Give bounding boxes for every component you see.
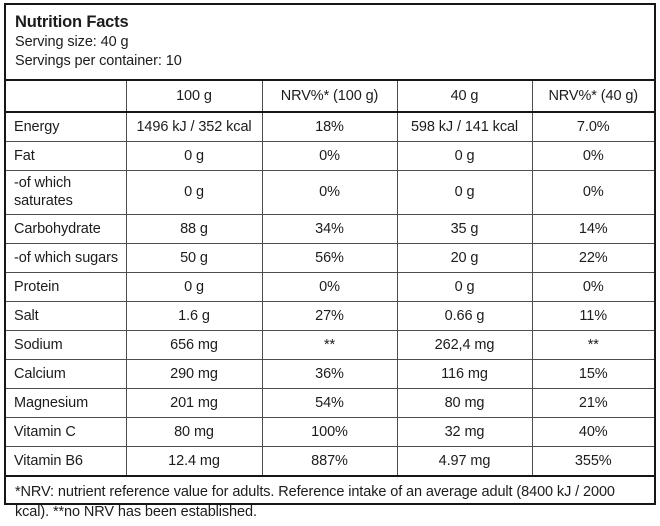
value-nrv-40g: 11% (531, 300, 654, 330)
value-nrv-40g: 0% (531, 271, 654, 301)
value-per-100g: 0 g (125, 271, 262, 301)
row-label: Calcium (6, 358, 126, 388)
row-label: Magnesium (6, 387, 126, 417)
serving-size: Serving size: 40 g (15, 34, 129, 50)
label-title: Nutrition Facts (15, 13, 129, 31)
value-nrv-40g: 355% (531, 445, 654, 475)
servings-per-container: Servings per container: 10 (15, 53, 182, 69)
value-nrv-40g: 22% (531, 242, 654, 272)
header-row: 100 g NRV%* (100 g) 40 g NRV%* (40 g) (6, 81, 654, 113)
value-nrv-100g: 27% (261, 300, 397, 330)
value-nrv-100g: 54% (261, 387, 397, 417)
value-nrv-40g: 21% (531, 387, 654, 417)
value-per-100g: 88 g (125, 213, 262, 243)
value-per-40g: 598 kJ / 141 kcal (396, 112, 532, 141)
value-per-40g: 20 g (396, 242, 532, 272)
value-nrv-40g: 0% (531, 169, 654, 214)
row-label: Sodium (6, 329, 126, 359)
title-block: Nutrition Facts Serving size: 40 g Servi… (6, 5, 654, 81)
nutrition-label: Nutrition Facts Serving size: 40 g Servi… (4, 3, 656, 520)
value-nrv-40g: 15% (531, 358, 654, 388)
row-label: Vitamin C (6, 416, 126, 446)
value-per-100g: 12.4 mg (125, 445, 262, 475)
value-nrv-100g: 36% (261, 358, 397, 388)
row-vitamin-b6: Vitamin B6 12.4 mg 887% 4.97 mg 355% (6, 445, 654, 475)
nrv-footnote: *NRV: nutrient reference value for adult… (6, 475, 654, 526)
value-nrv-40g: 0% (531, 140, 654, 170)
value-per-40g: 80 mg (396, 387, 532, 417)
value-per-40g: 32 mg (396, 416, 532, 446)
value-per-40g: 0 g (396, 169, 532, 214)
row-label: -of which saturates (6, 169, 126, 214)
value-per-100g: 0 g (125, 140, 262, 170)
value-per-100g: 201 mg (125, 387, 262, 417)
value-per-100g: 290 mg (125, 358, 262, 388)
row-magnesium: Magnesium 201 mg 54% 80 mg 21% (6, 387, 654, 417)
row-label: Fat (6, 140, 126, 170)
value-per-100g: 0 g (125, 169, 262, 214)
row-protein: Protein 0 g 0% 0 g 0% (6, 271, 654, 301)
value-per-40g: 0 g (396, 271, 532, 301)
value-nrv-100g: 0% (261, 271, 397, 301)
row-fat: Fat 0 g 0% 0 g 0% (6, 140, 654, 170)
value-per-100g: 1496 kJ / 352 kcal (125, 112, 262, 141)
value-nrv-100g: 18% (261, 112, 397, 141)
header-cell-100g: 100 g (125, 81, 262, 113)
value-per-40g: 0 g (396, 140, 532, 170)
value-per-100g: 656 mg (125, 329, 262, 359)
value-per-100g: 1.6 g (125, 300, 262, 330)
value-per-40g: 262,4 mg (396, 329, 532, 359)
value-per-40g: 4.97 mg (396, 445, 532, 475)
value-nrv-100g: 56% (261, 242, 397, 272)
header-cell-40g: 40 g (396, 81, 532, 113)
row-salt: Salt 1.6 g 27% 0.66 g 11% (6, 300, 654, 330)
row-carbohydrate: Carbohydrate 88 g 34% 35 g 14% (6, 213, 654, 243)
row-energy: Energy 1496 kJ / 352 kcal 18% 598 kJ / 1… (6, 112, 654, 141)
value-nrv-40g: 14% (531, 213, 654, 243)
row-label: -of which sugars (6, 242, 126, 272)
value-nrv-100g: 0% (261, 140, 397, 170)
row-vitamin-c: Vitamin C 80 mg 100% 32 mg 40% (6, 416, 654, 446)
value-nrv-100g: 100% (261, 416, 397, 446)
row-saturates: -of which saturates 0 g 0% 0 g 0% (6, 169, 654, 214)
value-nrv-100g: 0% (261, 169, 397, 214)
value-per-40g: 0.66 g (396, 300, 532, 330)
header-cell-nrv-100g: NRV%* (100 g) (261, 81, 397, 113)
row-sugars: -of which sugars 50 g 56% 20 g 22% (6, 242, 654, 272)
nutrition-table: 100 g NRV%* (100 g) 40 g NRV%* (40 g) En… (6, 81, 654, 475)
value-nrv-100g: ** (261, 329, 397, 359)
header-cell-blank (6, 81, 126, 113)
value-nrv-40g: ** (531, 329, 654, 359)
value-nrv-40g: 7.0% (531, 112, 654, 141)
value-per-40g: 116 mg (396, 358, 532, 388)
value-nrv-40g: 40% (531, 416, 654, 446)
row-label: Protein (6, 271, 126, 301)
row-label: Vitamin B6 (6, 445, 126, 475)
row-label: Salt (6, 300, 126, 330)
row-calcium: Calcium 290 mg 36% 116 mg 15% (6, 358, 654, 388)
row-sodium: Sodium 656 mg ** 262,4 mg ** (6, 329, 654, 359)
row-label: Carbohydrate (6, 213, 126, 243)
nutrition-label-sheet: Nutrition Facts Serving size: 40 g Servi… (4, 3, 656, 520)
header-cell-nrv-40g: NRV%* (40 g) (531, 81, 654, 113)
value-per-100g: 80 mg (125, 416, 262, 446)
value-nrv-100g: 34% (261, 213, 397, 243)
value-nrv-100g: 887% (261, 445, 397, 475)
value-per-40g: 35 g (396, 213, 532, 243)
value-per-100g: 50 g (125, 242, 262, 272)
row-label: Energy (14, 118, 60, 135)
